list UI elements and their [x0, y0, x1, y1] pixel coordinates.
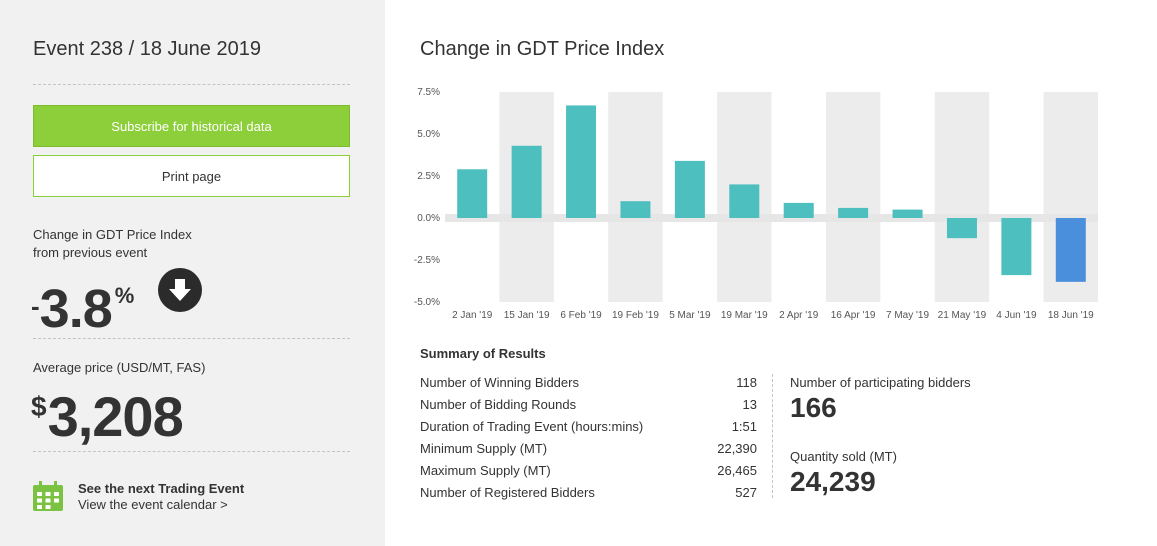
row-label: Number of Registered Bidders — [420, 485, 595, 500]
chart-band — [825, 92, 881, 302]
x-tick-label: 21 May '19 — [938, 310, 987, 321]
chart-bar — [620, 201, 651, 218]
chart-bar — [457, 169, 488, 218]
row-label: Duration of Trading Event (hours:mins) — [420, 419, 644, 434]
change-value: -3.8% — [31, 266, 135, 339]
summary-title: Summary of Results — [420, 346, 546, 361]
x-tick-label: 15 Jan '19 — [504, 310, 550, 321]
table-row: Maximum Supply (MT) 26,465 — [420, 462, 757, 484]
table-row: Number of Winning Bidders 118 — [420, 374, 757, 396]
table-row: Minimum Supply (MT) 22,390 — [420, 440, 757, 462]
event-title: Event 238 / 18 June 2019 — [33, 38, 261, 60]
price-value: $3,208 — [31, 376, 184, 448]
x-tick-label: 2 Jan '19 — [452, 310, 493, 321]
event-calendar-link[interactable]: View the event calendar > — [78, 497, 228, 512]
change-unit: % — [114, 283, 135, 308]
arrow-down-circle-icon — [158, 268, 202, 312]
row-value: 26,465 — [717, 463, 757, 478]
next-event-title: See the next Trading Event — [78, 481, 245, 496]
change-label: Change in GDT Price Index — [33, 227, 192, 242]
chart-title: Change in GDT Price Index — [420, 38, 665, 60]
price-number: 3,208 — [47, 385, 184, 448]
row-label: Maximum Supply (MT) — [420, 463, 551, 478]
chart-band — [608, 92, 663, 302]
table-row: Number of Bidding Rounds 13 — [420, 396, 757, 418]
chart-band — [934, 92, 990, 302]
y-tick-label: 0.0% — [417, 213, 440, 224]
x-tick-label: 2 Apr '19 — [779, 310, 819, 321]
price-currency: $ — [31, 391, 47, 422]
row-value: 1:51 — [731, 419, 757, 434]
x-tick-label: 6 Feb '19 — [560, 310, 602, 321]
row-value: 527 — [735, 485, 757, 500]
subscribe-button[interactable]: Subscribe for historical data — [33, 105, 350, 147]
participating-bidders-value: 166 — [790, 392, 837, 423]
chart-bar — [729, 184, 760, 218]
price-index-chart: 7.5% 5.0% 2.5% 0.0% -2.5% -5.0% 2 Jan '19 15 Ja… — [414, 87, 1098, 321]
y-tick-label: 5.0% — [417, 129, 440, 140]
chart-bar — [674, 160, 705, 218]
quantity-sold-value: 24,239 — [790, 466, 876, 497]
change-sign: - — [31, 291, 40, 321]
divider — [33, 84, 350, 85]
quantity-sold-label: Quantity sold (MT) — [790, 449, 897, 464]
x-tick-label: 5 Mar '19 — [669, 310, 711, 321]
y-tick-label: -5.0% — [414, 297, 440, 308]
print-button[interactable]: Print page — [33, 155, 350, 197]
price-label: Average price (USD/MT, FAS) — [33, 360, 206, 375]
summary-table: Number of Winning Bidders 118 Number of B… — [420, 374, 757, 506]
row-label: Number of Bidding Rounds — [420, 397, 577, 412]
divider — [33, 451, 350, 452]
left-panel: Event 238 / 18 June 2019 Subscribe for h… — [0, 0, 385, 546]
divider — [33, 338, 350, 339]
table-row: Number of Registered Bidders 527 — [420, 484, 757, 506]
change-sublabel: from previous event — [33, 245, 148, 260]
row-label: Minimum Supply (MT) — [420, 441, 548, 456]
chart-bar — [892, 209, 923, 218]
x-tick-label: 4 Jun '19 — [996, 310, 1037, 321]
change-number: 3.8 — [39, 279, 113, 339]
chart-bar — [946, 218, 977, 239]
x-tick-label: 19 Feb '19 — [612, 310, 659, 321]
chart-bar — [783, 202, 814, 218]
zero-line — [445, 214, 1098, 222]
x-tick-label: 7 May '19 — [886, 310, 929, 321]
x-tick-label: 19 Mar '19 — [721, 310, 768, 321]
row-label: Number of Winning Bidders — [420, 375, 579, 390]
x-tick-label: 16 Apr '19 — [831, 310, 876, 321]
chart-bar — [1001, 218, 1032, 276]
x-tick-label: 18 Jun '19 — [1048, 310, 1094, 321]
chart-bar — [511, 145, 542, 218]
chart-bar — [838, 207, 869, 218]
y-tick-label: -2.5% — [414, 255, 440, 266]
calendar-icon[interactable] — [33, 481, 63, 516]
table-row: Duration of Trading Event (hours:mins) 1:… — [420, 418, 757, 440]
participating-bidders-label: Number of participating bidders — [790, 375, 971, 390]
y-tick-label: 2.5% — [417, 171, 440, 182]
row-value: 118 — [736, 375, 757, 390]
summary-divider — [772, 374, 773, 498]
y-tick-label: 7.5% — [417, 87, 440, 98]
chart-bar — [566, 105, 597, 218]
row-value: 22,390 — [717, 441, 757, 456]
chart-bar — [1055, 218, 1086, 282]
row-value: 13 — [742, 397, 757, 412]
